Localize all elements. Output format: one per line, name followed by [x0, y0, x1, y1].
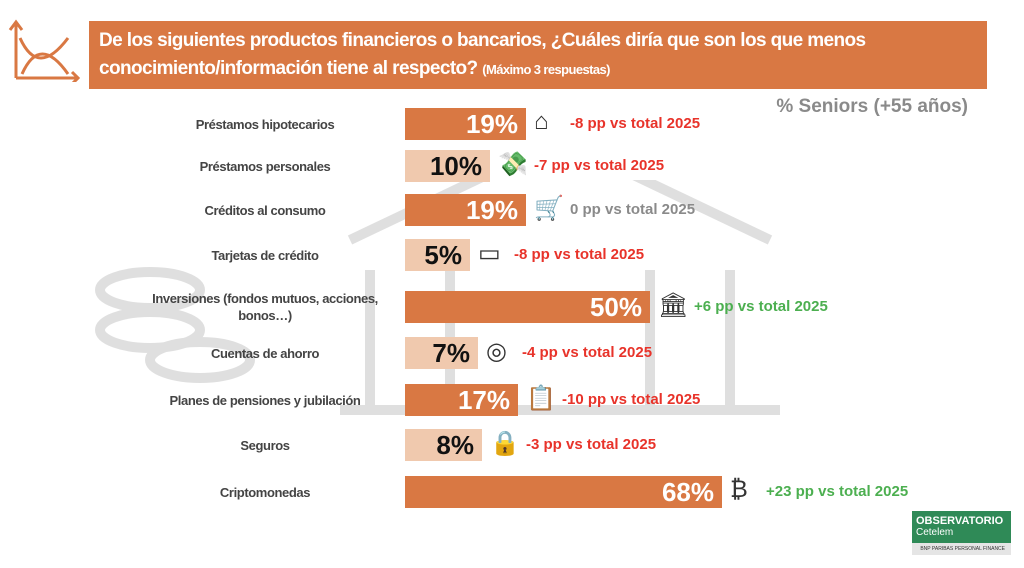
delta-label: -7 pp vs total 2025 [534, 157, 665, 174]
delta-label: -8 pp vs total 2025 [570, 115, 701, 132]
category-label: Planes de pensiones y jubilación [169, 392, 361, 408]
bar-8: 68% [405, 476, 722, 508]
question-note: (Máximo 3 respuestas) [482, 62, 610, 77]
category-label: Seguros [240, 437, 290, 453]
bar-6: 17% [405, 384, 518, 416]
delta-label: 0 pp vs total 2025 [570, 201, 696, 218]
bar-5: 7% [405, 337, 478, 369]
delta-label: -10 pp vs total 2025 [562, 391, 701, 408]
delta-label: +6 pp vs total 2025 [694, 298, 828, 315]
brand-parent: BNP PARIBAS PERSONAL FINANCE [912, 543, 1011, 555]
category-label: Tarjetas de crédito [211, 247, 319, 263]
shopping-cart-icon: 🛒 [534, 195, 564, 222]
bar-0: 19% [405, 108, 526, 140]
chart-logo-icon [8, 19, 80, 82]
delta-label: -4 pp vs total 2025 [522, 344, 653, 361]
bar-2: 19% [405, 194, 526, 226]
delta-label: -3 pp vs total 2025 [526, 436, 657, 453]
bank-icon: 🏛 [658, 292, 689, 319]
house-percent-icon: ⌂ [534, 108, 549, 135]
clipboard-checklist-icon: 📋 [526, 385, 556, 412]
delta-label: -8 pp vs total 2025 [514, 246, 645, 263]
padlock-icon: 🔒 [490, 430, 520, 457]
chart-title: % Seniors (+55 años) [776, 96, 968, 117]
coins-icon: ◎ [486, 338, 507, 365]
observatorio-cetelem-logo: OBSERVATORIO Cetelem BNP PARIBAS PERSONA… [912, 511, 1011, 555]
bar-1: 10% [405, 150, 490, 182]
bar-7: 8% [405, 429, 482, 461]
question-header: De los siguientes productos financieros … [89, 21, 987, 89]
brand-name: OBSERVATORIO [916, 515, 1004, 527]
bitcoin-icon: ₿ [730, 476, 748, 503]
category-label: Créditos al consumo [204, 202, 326, 218]
category-label: Inversiones (fondos mutuos, acciones, bo… [152, 291, 378, 323]
credit-card-icon: ▭ [478, 240, 501, 267]
category-label: Criptomonedas [219, 484, 311, 500]
category-label: Préstamos hipotecarios [195, 116, 335, 132]
bar-3: 5% [405, 239, 470, 271]
category-label: Préstamos personales [199, 158, 331, 174]
money-hand-icon: 💸 [498, 151, 528, 178]
bar-4: 50% [405, 291, 650, 323]
category-label: Cuentas de ahorro [210, 345, 320, 361]
question-text: De los siguientes productos financieros … [99, 30, 866, 79]
brand-sub: Cetelem [916, 527, 954, 538]
delta-label: +23 pp vs total 2025 [766, 483, 909, 500]
